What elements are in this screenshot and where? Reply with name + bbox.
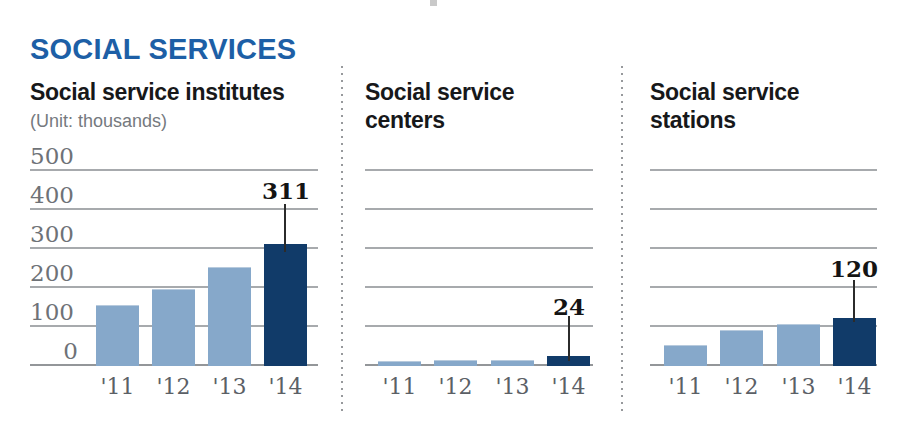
x-label-11: '11 bbox=[96, 374, 139, 399]
panel-title: Social service centers bbox=[365, 78, 514, 134]
dotted-separator bbox=[621, 66, 623, 412]
x-label-12: '12 bbox=[152, 374, 195, 399]
gridline bbox=[650, 208, 877, 210]
y-tick-0: 0 bbox=[30, 339, 78, 363]
panel-title-line1: Social service institutes bbox=[30, 78, 285, 106]
annotation-leader-line bbox=[284, 204, 286, 252]
panel-title: Social service stations bbox=[650, 78, 799, 134]
dotted-separator bbox=[341, 66, 343, 412]
annotation-value: 311 bbox=[243, 177, 329, 204]
annotation-value: 120 bbox=[811, 255, 897, 282]
panel-title: Social service institutes bbox=[30, 78, 285, 106]
bar-14 bbox=[264, 244, 307, 366]
gridline bbox=[650, 247, 877, 249]
annotation-leader-line bbox=[568, 316, 570, 361]
gridline bbox=[650, 169, 877, 171]
x-label-14: '14 bbox=[833, 374, 876, 399]
bar-13 bbox=[777, 324, 820, 366]
bar-13 bbox=[208, 267, 251, 366]
y-tick-400: 400 bbox=[30, 183, 90, 207]
x-label-11: '11 bbox=[378, 374, 421, 399]
gridline bbox=[365, 169, 593, 171]
x-label-11: '11 bbox=[664, 374, 707, 399]
y-tick-100: 100 bbox=[30, 300, 90, 324]
bar-14 bbox=[833, 318, 876, 366]
bar-13 bbox=[491, 360, 534, 366]
y-tick-300: 300 bbox=[30, 222, 90, 246]
x-label-14: '14 bbox=[264, 374, 307, 399]
y-tick-500: 500 bbox=[30, 144, 90, 168]
annotation-value: 24 bbox=[526, 293, 612, 320]
panel-title-line2: centers bbox=[365, 106, 514, 134]
bar-11 bbox=[96, 305, 139, 366]
chart-panel-centers: Social service centers 24 '11 '12 '13 '1… bbox=[365, 0, 593, 440]
unit-label: (Unit: thousands) bbox=[30, 111, 167, 132]
x-label-13: '13 bbox=[777, 374, 820, 399]
gridline bbox=[365, 208, 593, 210]
gridline bbox=[650, 286, 877, 288]
panel-title-line1: Social service bbox=[365, 78, 514, 106]
bar-12 bbox=[720, 330, 763, 366]
x-label-14: '14 bbox=[547, 374, 590, 399]
gridline bbox=[365, 325, 593, 327]
bar-11 bbox=[664, 345, 707, 366]
x-label-13: '13 bbox=[208, 374, 251, 399]
x-label-13: '13 bbox=[491, 374, 534, 399]
bar-11 bbox=[378, 361, 421, 366]
gridline bbox=[365, 247, 593, 249]
panel-title-line1: Social service bbox=[650, 78, 799, 106]
infographic-social-services: SOCIAL SERVICES Social service institute… bbox=[0, 0, 900, 440]
x-label-12: '12 bbox=[434, 374, 477, 399]
panel-title-line2: stations bbox=[650, 106, 799, 134]
chart-panel-stations: Social service stations 120 '11 '12 '13 … bbox=[650, 0, 877, 440]
gridline bbox=[30, 208, 318, 210]
y-tick-200: 200 bbox=[30, 261, 90, 285]
bar-12 bbox=[434, 360, 477, 366]
gridline bbox=[365, 286, 593, 288]
gridline bbox=[30, 169, 318, 171]
chart-panel-institutes: Social service institutes (Unit: thousan… bbox=[30, 0, 318, 440]
annotation-leader-line bbox=[853, 280, 855, 322]
x-label-12: '12 bbox=[720, 374, 763, 399]
bar-12 bbox=[152, 289, 195, 366]
